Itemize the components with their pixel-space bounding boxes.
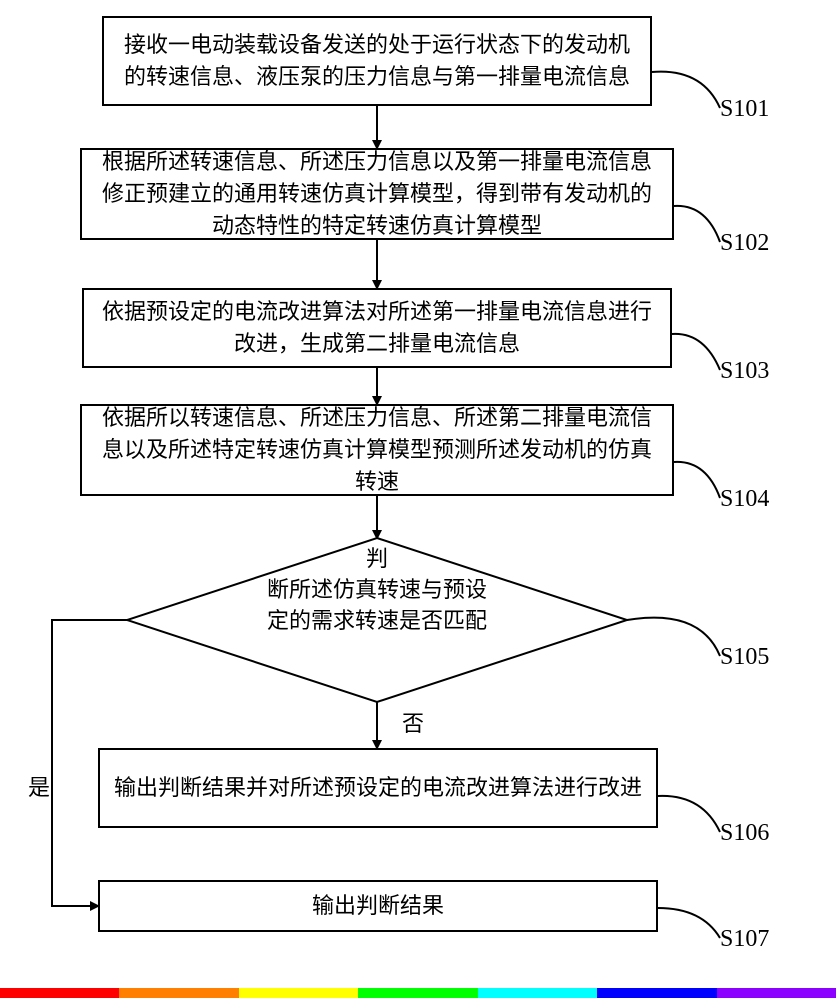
flowchart-canvas: 接收一电动装载设备发送的处于运行状态下的发动机的转速信息、液压泵的压力信息与第一… — [0, 0, 836, 1000]
rainbow-watermark — [0, 988, 836, 998]
process-box-s103: 依据预设定的电流改进算法对所述第一排量电流信息进行改进，生成第二排量电流信息 — [82, 288, 672, 368]
step-label-s101: S101 — [720, 96, 769, 123]
box-text: 依据预设定的电流改进算法对所述第一排量电流信息进行改进，生成第二排量电流信息 — [98, 296, 656, 360]
box-text: 依据所以转速信息、所述压力信息、所述第二排量电流信息以及所述特定转速仿真计算模型… — [96, 402, 658, 498]
step-label-s106: S106 — [720, 820, 769, 847]
step-label-s102: S102 — [720, 230, 769, 257]
process-box-s101: 接收一电动装载设备发送的处于运行状态下的发动机的转速信息、液压泵的压力信息与第一… — [102, 16, 652, 106]
box-text: 输出判断结果 — [312, 890, 444, 922]
step-label-s105: S105 — [720, 644, 769, 671]
process-box-s107: 输出判断结果 — [98, 880, 658, 932]
box-text: 接收一电动装载设备发送的处于运行状态下的发动机的转速信息、液压泵的压力信息与第一… — [118, 29, 636, 93]
step-label-s104: S104 — [720, 486, 769, 513]
edge-label-no: 否 — [402, 706, 424, 738]
decision-diamond-text: 判 断所述仿真转速与预设 定的需求转速是否匹配 — [127, 544, 627, 636]
step-label-s103: S103 — [720, 358, 769, 385]
process-box-s104: 依据所以转速信息、所述压力信息、所述第二排量电流信息以及所述特定转速仿真计算模型… — [80, 404, 674, 496]
edge-label-yes: 是 — [28, 770, 50, 802]
process-box-s106: 输出判断结果并对所述预设定的电流改进算法进行改进 — [98, 748, 658, 828]
diamond-line3: 定的需求转速是否匹配 — [127, 606, 627, 637]
diamond-line1: 判 — [127, 544, 627, 575]
diamond-line2: 断所述仿真转速与预设 — [127, 575, 627, 606]
process-box-s102: 根据所述转速信息、所述压力信息以及第一排量电流信息修正预建立的通用转速仿真计算模… — [80, 148, 674, 240]
box-text: 输出判断结果并对所述预设定的电流改进算法进行改进 — [114, 772, 642, 804]
step-label-s107: S107 — [720, 926, 769, 953]
box-text: 根据所述转速信息、所述压力信息以及第一排量电流信息修正预建立的通用转速仿真计算模… — [96, 146, 658, 242]
